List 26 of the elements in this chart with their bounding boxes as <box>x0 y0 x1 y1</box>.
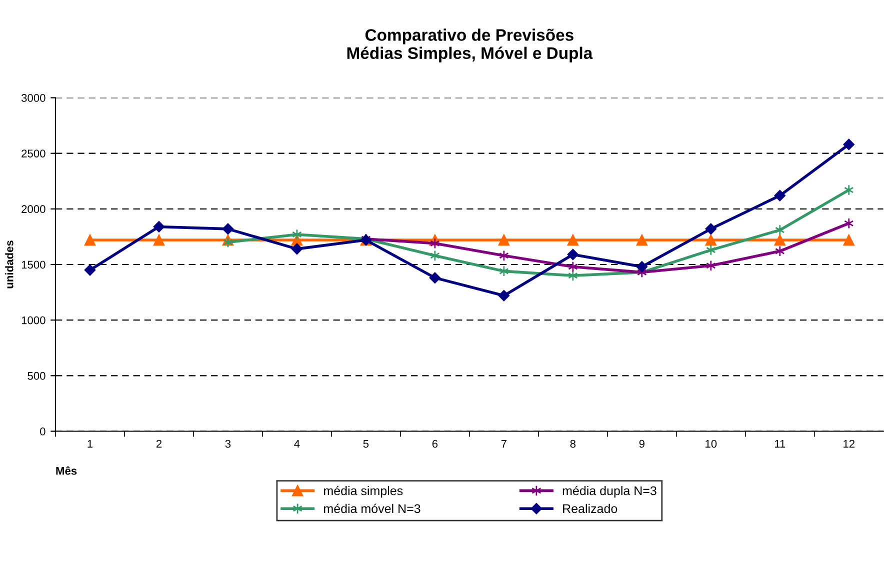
x-axis-title: Mês <box>56 466 77 475</box>
x-tick-label: 6 <box>432 440 438 448</box>
y-tick-label: 3000 <box>21 94 46 102</box>
legend-label: média simples <box>324 486 403 498</box>
y-tick-label: 0 <box>40 428 46 436</box>
x-tick-label: 8 <box>570 440 576 448</box>
x-tick-label: 2 <box>156 440 162 448</box>
x-tick-label: 11 <box>774 440 786 448</box>
x-tick-label: 7 <box>501 440 506 448</box>
y-tick-label: 2000 <box>22 205 46 214</box>
x-tick-label: 12 <box>844 440 854 448</box>
legend-label: média dupla N=3 <box>562 486 656 498</box>
x-tick-label: 5 <box>363 440 369 448</box>
x-tick-label: 4 <box>294 440 300 448</box>
legend-label: média móvel N=3 <box>324 504 420 514</box>
y-tick-label: 1000 <box>22 316 46 324</box>
y-tick-label: 2500 <box>22 150 46 158</box>
y-axis-title: unidades <box>5 240 14 288</box>
legend-label: Realizado <box>563 504 618 514</box>
x-tick-label: 3 <box>225 440 231 448</box>
x-tick-label: 10 <box>706 440 717 448</box>
y-tick-label: 500 <box>28 372 46 380</box>
chart-title: Comparativo de Previsões Médias Simples, Móvel e Dupla <box>347 28 593 62</box>
x-tick-label: 9 <box>639 440 644 448</box>
x-tick-label: 1 <box>88 440 93 448</box>
y-tick-label: 1500 <box>22 260 46 269</box>
